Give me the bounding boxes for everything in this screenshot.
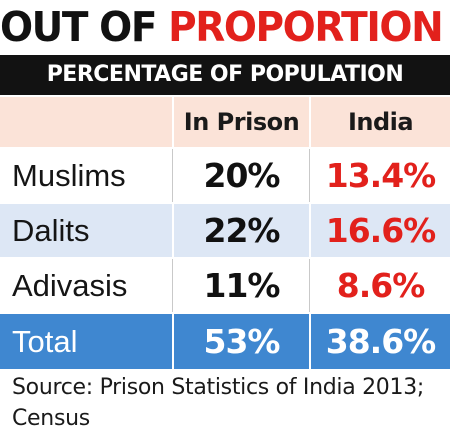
- table-row: Muslims 20% 13.4%: [0, 149, 450, 202]
- column-divider: [309, 204, 311, 257]
- india-value: 13.4%: [325, 156, 437, 195]
- table-row: Dalits 22% 16.6%: [0, 204, 450, 257]
- india-value: 16.6%: [325, 211, 437, 250]
- column-divider: [309, 97, 311, 147]
- header-empty-cell: [0, 97, 172, 147]
- table-header-row: In Prison India: [0, 97, 450, 147]
- headline-part-red: PROPORTION: [168, 3, 443, 51]
- column-divider: [172, 149, 173, 202]
- column-divider: [172, 97, 174, 147]
- column-divider: [172, 314, 174, 369]
- source-note: Source: Prison Statistics of India 2013;…: [12, 375, 425, 431]
- column-divider: [172, 204, 174, 257]
- total-row: Total 53% 38.6%: [0, 314, 450, 369]
- row-label: Muslims: [12, 157, 126, 193]
- in-prison-value: 20%: [203, 156, 281, 195]
- row-label: Adivasis: [12, 267, 128, 303]
- column-divider: [309, 259, 310, 312]
- column-divider: [309, 149, 310, 202]
- header-in-prison: In Prison: [183, 108, 300, 136]
- header-india: India: [347, 108, 414, 136]
- row-label: Dalits: [12, 212, 90, 248]
- in-prison-value: 22%: [203, 211, 281, 250]
- total-in-prison-value: 53%: [203, 322, 281, 361]
- subtitle-banner: PERCENTAGE OF POPULATION: [0, 55, 450, 95]
- total-india-value: 38.6%: [325, 322, 437, 361]
- column-divider: [309, 314, 311, 369]
- headline-part-black: OUT OF: [0, 3, 169, 51]
- headline: OUT OF PROPORTION: [0, 0, 444, 54]
- column-divider: [172, 259, 173, 312]
- total-label: Total: [12, 323, 78, 359]
- india-value: 8.6%: [336, 266, 426, 305]
- in-prison-value: 11%: [203, 266, 281, 305]
- table-row: Adivasis 11% 8.6%: [0, 259, 450, 312]
